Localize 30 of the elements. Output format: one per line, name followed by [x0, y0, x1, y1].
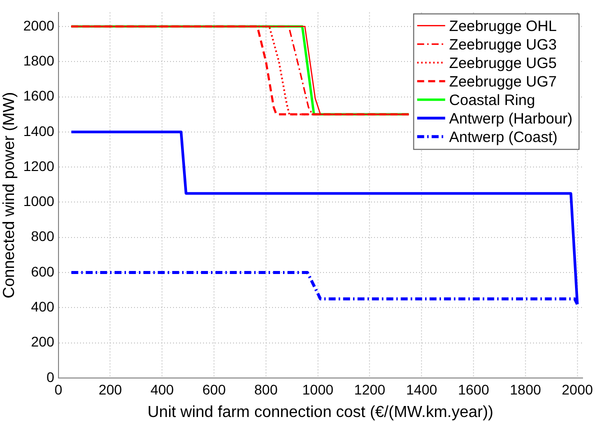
x-axis-title: Unit wind farm connection cost (€/(MW.km.year)) — [148, 404, 494, 421]
y-tick-label: 600 — [30, 263, 55, 280]
legend-label: Zeebrugge UG5 — [449, 54, 557, 72]
legend-label: Coastal Ring — [449, 92, 536, 109]
y-tick-label: 2000 — [23, 17, 55, 34]
x-tick-label: 1400 — [406, 381, 438, 398]
legend-label: Zeebrugge UG7 — [449, 73, 557, 90]
y-tick-label: 0 — [46, 368, 55, 385]
x-tick-label: 1000 — [302, 381, 334, 398]
y-tick-label: 200 — [30, 334, 55, 350]
legend-label: Antwerp (Harbour) — [449, 110, 573, 128]
x-tick-label: 2000 — [562, 381, 594, 398]
y-tick-label: 800 — [30, 228, 55, 244]
x-tick-label: 800 — [254, 381, 278, 398]
legend-label: Zeebrugge UG3 — [449, 36, 557, 54]
y-tick-label: 1800 — [23, 52, 55, 68]
legend-label: Zeebrugge OHL — [449, 18, 557, 35]
x-tick-label: 600 — [202, 381, 226, 398]
x-tick-label: 1600 — [458, 381, 490, 398]
x-tick-label: 1200 — [354, 381, 386, 398]
y-tick-label: 1600 — [23, 88, 55, 104]
y-axis-title: Connected wind power (MW) — [1, 92, 18, 298]
y-tick-label: 1400 — [23, 122, 55, 139]
y-tick-label: 1200 — [23, 158, 55, 174]
x-tick-label: 1800 — [510, 381, 542, 398]
y-tick-label: 400 — [30, 298, 55, 315]
x-tick-label: 400 — [150, 381, 174, 398]
y-tick-label: 1000 — [23, 193, 55, 210]
x-tick-label: 200 — [98, 381, 122, 398]
legend-label: Antwerp (Coast) — [449, 128, 558, 146]
